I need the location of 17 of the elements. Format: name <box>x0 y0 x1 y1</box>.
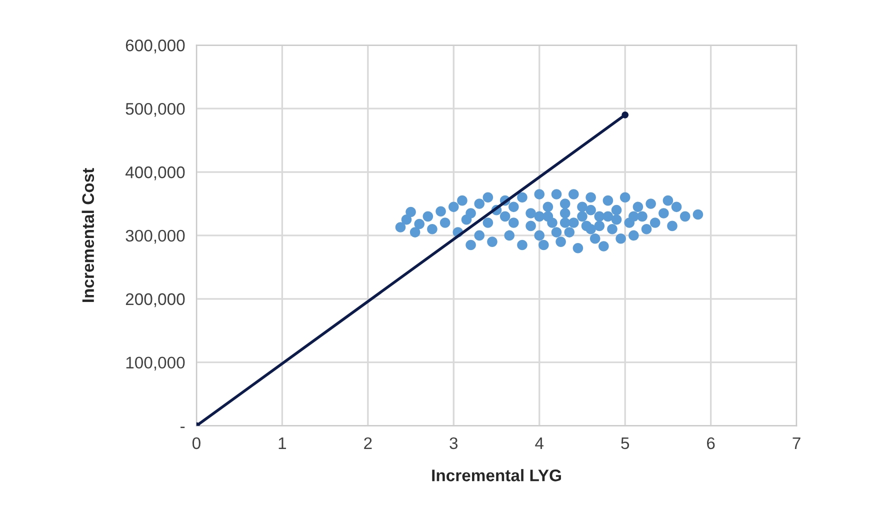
y-tick-label: 400,000 <box>125 166 185 180</box>
x-tick-label: 5 <box>621 438 630 450</box>
y-tick-label: 100,000 <box>126 356 185 371</box>
y-tick-label: 200,000 <box>126 293 185 308</box>
x-tick-label: 0 <box>192 437 200 450</box>
y-axis-title: Incremental Cost <box>82 168 94 302</box>
y-tick-label: 600,000 <box>126 40 185 54</box>
x-tick-label: 2 <box>364 437 372 449</box>
x-tick-label: 7 <box>792 438 800 449</box>
y-tick-label: 500,000 <box>126 102 185 117</box>
x-tick-label: 4 <box>535 438 544 449</box>
x-tick-label: 3 <box>450 437 458 450</box>
y-tick-label: 300,000 <box>126 230 185 244</box>
x-tick-label: 1 <box>278 438 286 449</box>
x-tick-label: 6 <box>707 437 715 450</box>
y-tick-label: - <box>180 426 185 428</box>
x-axis-title: Incremental LYG <box>432 469 561 482</box>
